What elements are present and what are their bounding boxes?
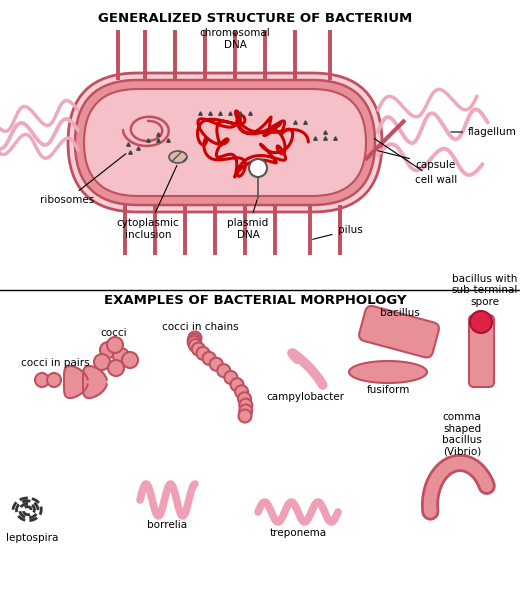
Text: plasmid
DNA: plasmid DNA: [227, 200, 269, 239]
Circle shape: [470, 311, 492, 333]
Circle shape: [235, 385, 248, 398]
Polygon shape: [83, 366, 107, 398]
Text: bacillus: bacillus: [380, 308, 420, 318]
Text: borrelia: borrelia: [147, 520, 187, 530]
Text: cocci in pairs: cocci in pairs: [21, 358, 89, 368]
Ellipse shape: [349, 361, 427, 383]
Circle shape: [224, 371, 237, 384]
Text: EXAMPLES OF BACTERIAL MORPHOLOGY: EXAMPLES OF BACTERIAL MORPHOLOGY: [104, 294, 406, 307]
FancyBboxPatch shape: [68, 73, 382, 212]
Circle shape: [203, 352, 216, 365]
Circle shape: [108, 360, 124, 376]
Circle shape: [35, 373, 49, 387]
Circle shape: [217, 364, 230, 377]
Circle shape: [47, 373, 61, 387]
Circle shape: [239, 404, 252, 418]
Circle shape: [189, 331, 202, 344]
Text: cocci: cocci: [101, 328, 127, 338]
Text: capsule: capsule: [378, 151, 455, 170]
Circle shape: [100, 342, 116, 358]
Circle shape: [197, 347, 210, 360]
FancyBboxPatch shape: [469, 315, 494, 387]
Text: cocci in chains: cocci in chains: [162, 322, 238, 332]
Circle shape: [189, 339, 202, 352]
Polygon shape: [64, 366, 88, 398]
Circle shape: [94, 354, 110, 370]
Circle shape: [107, 337, 123, 353]
Text: flagellum: flagellum: [451, 127, 517, 137]
Text: bacillus with
sub-terminal
spore: bacillus with sub-terminal spore: [452, 274, 518, 307]
Circle shape: [122, 352, 138, 368]
Ellipse shape: [169, 151, 187, 163]
Text: treponema: treponema: [269, 528, 327, 538]
Circle shape: [188, 336, 201, 349]
Circle shape: [239, 398, 252, 412]
Text: comma
shaped
bacillus
(Vibrio): comma shaped bacillus (Vibrio): [442, 412, 482, 457]
Text: GENERALIZED STRUCTURE OF BACTERIUM: GENERALIZED STRUCTURE OF BACTERIUM: [98, 12, 412, 25]
Circle shape: [249, 159, 267, 177]
Text: ribosomes: ribosomes: [40, 154, 126, 205]
Text: chromosomal
DNA: chromosomal DNA: [200, 28, 270, 50]
Circle shape: [230, 378, 243, 391]
Text: campylobacter: campylobacter: [266, 392, 344, 402]
Text: pilus: pilus: [313, 225, 362, 239]
FancyBboxPatch shape: [75, 80, 375, 205]
Text: leptospira: leptospira: [6, 533, 58, 543]
Text: cytoplasmic
inclusion: cytoplasmic inclusion: [116, 166, 179, 239]
Text: fusiform: fusiform: [366, 385, 410, 395]
Circle shape: [192, 343, 205, 356]
Circle shape: [113, 348, 129, 364]
FancyBboxPatch shape: [84, 89, 366, 196]
FancyBboxPatch shape: [359, 306, 439, 358]
Circle shape: [238, 392, 251, 405]
Text: cell wall: cell wall: [374, 139, 457, 185]
Circle shape: [239, 409, 252, 422]
Circle shape: [188, 334, 201, 347]
Circle shape: [210, 358, 223, 371]
